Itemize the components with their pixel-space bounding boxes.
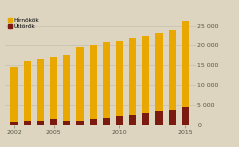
Bar — [24, 121, 31, 125]
Bar — [142, 36, 150, 125]
Bar — [155, 33, 163, 125]
Bar — [169, 110, 176, 125]
Bar — [63, 121, 70, 125]
Bar — [142, 113, 150, 125]
Bar — [10, 67, 18, 125]
Bar — [37, 59, 44, 125]
Bar — [129, 38, 136, 125]
Bar — [50, 57, 57, 125]
Bar — [116, 41, 123, 125]
Bar — [37, 121, 44, 125]
Bar — [63, 55, 70, 125]
Bar — [50, 119, 57, 125]
Bar — [129, 115, 136, 125]
Legend: Hírnökök, Úttörők: Hírnökök, Úttörők — [8, 18, 40, 29]
Bar — [89, 45, 97, 125]
Bar — [169, 30, 176, 125]
Bar — [10, 122, 18, 125]
Bar — [103, 118, 110, 125]
Bar — [76, 47, 84, 125]
Bar — [182, 21, 189, 125]
Bar — [103, 42, 110, 125]
Bar — [76, 121, 84, 125]
Bar — [182, 107, 189, 125]
Bar — [116, 116, 123, 125]
Bar — [24, 61, 31, 125]
Bar — [155, 111, 163, 125]
Bar — [89, 119, 97, 125]
